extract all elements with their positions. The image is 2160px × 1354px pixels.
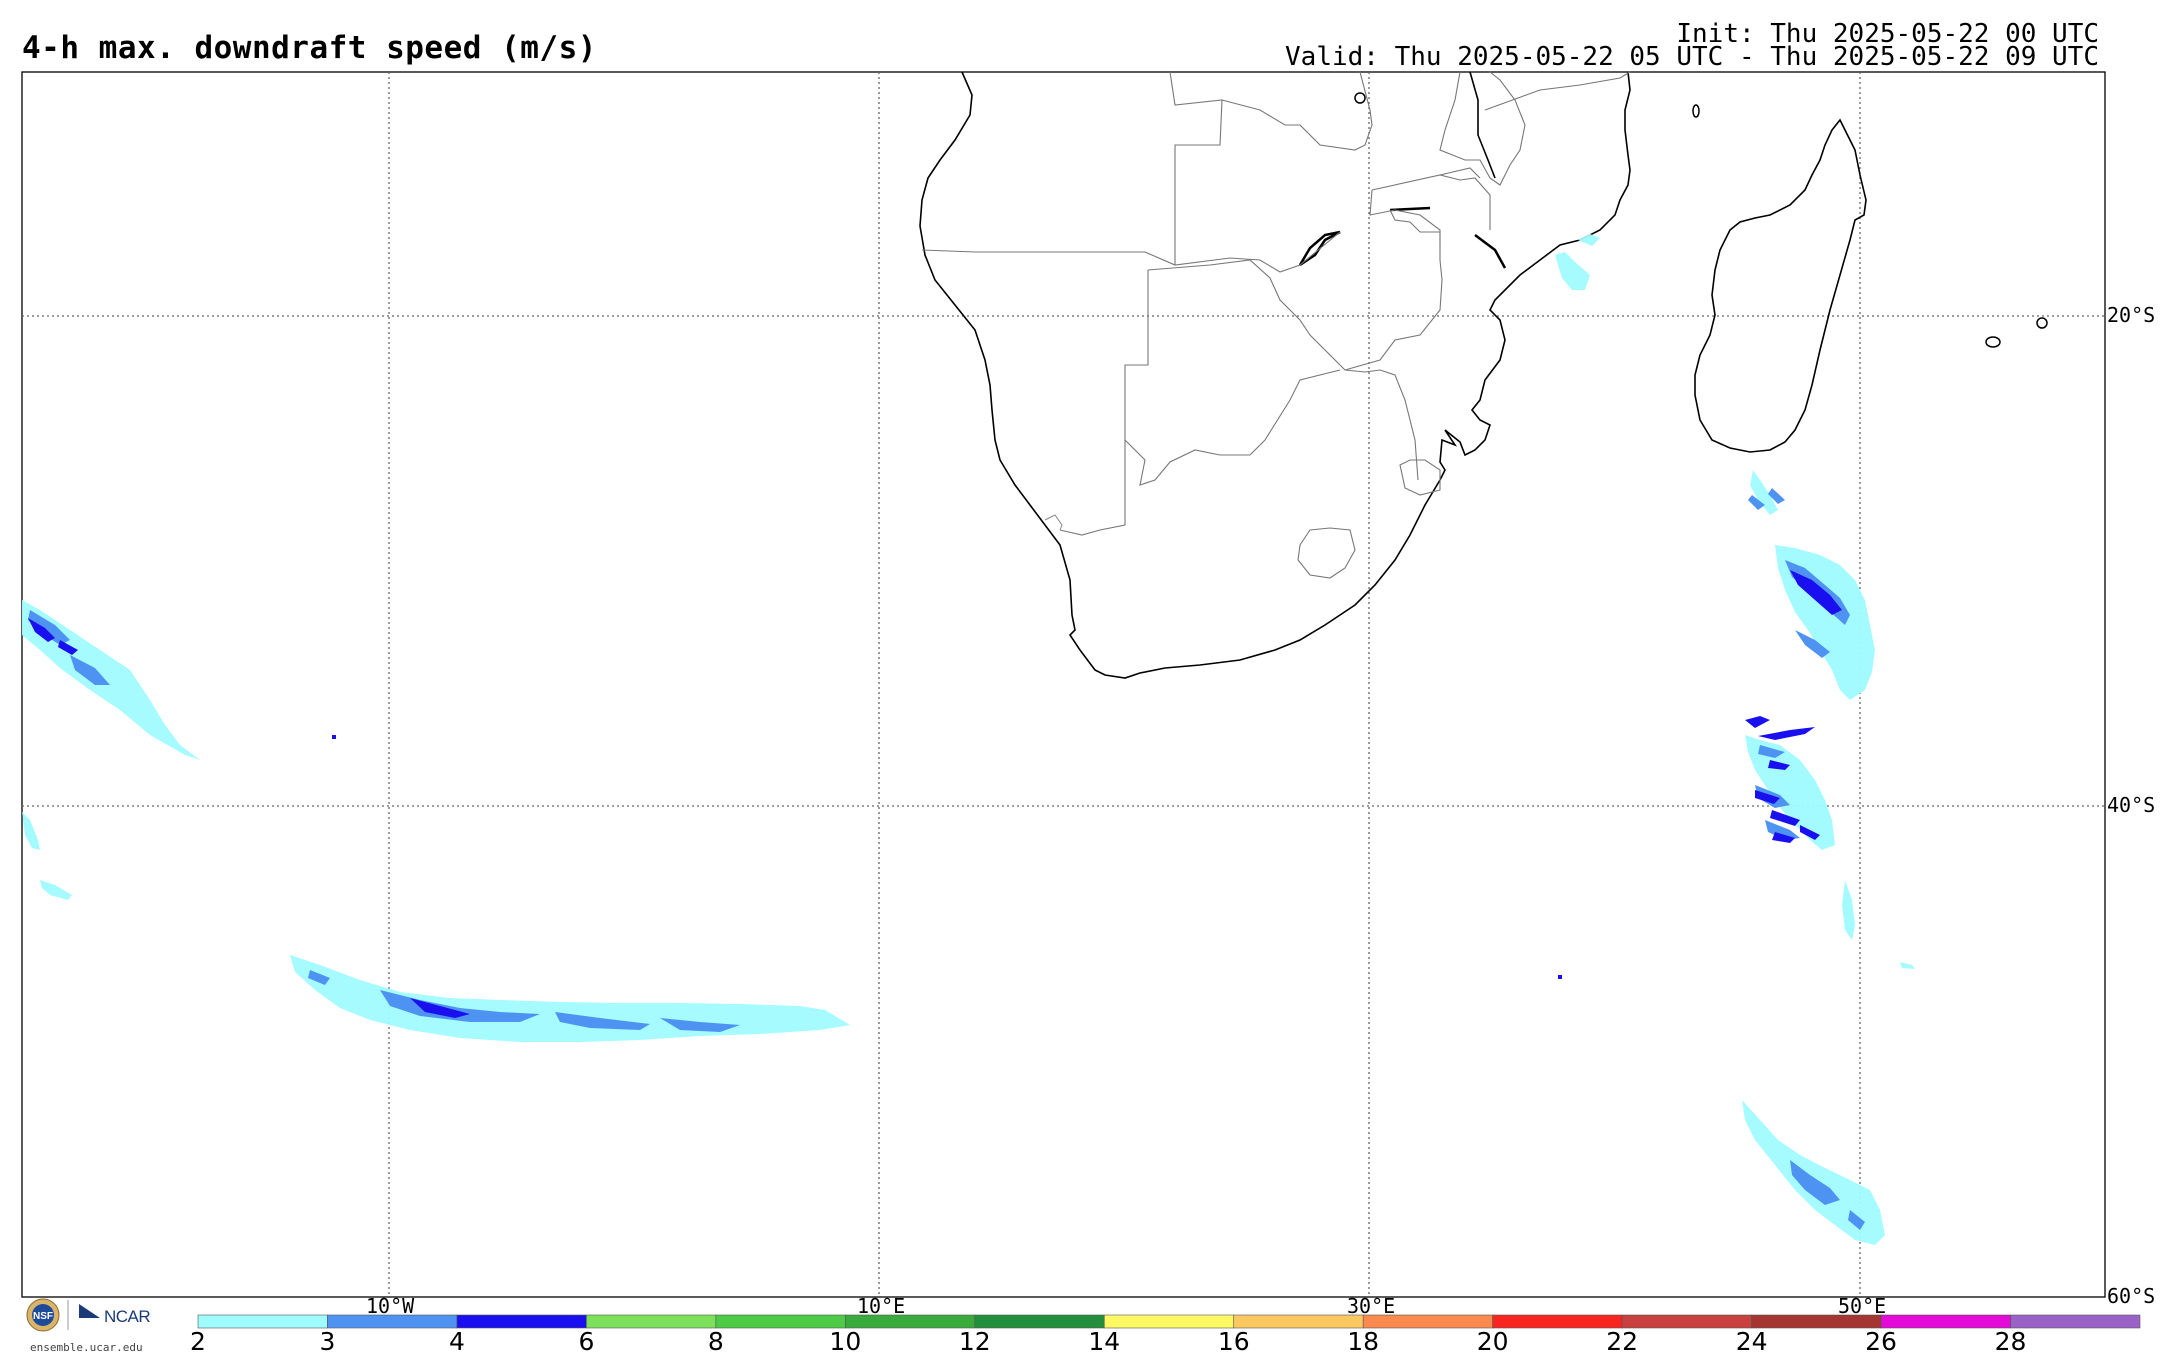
island-comoros [1692,104,1700,118]
colorbar-tick-label: 2 [190,1327,206,1354]
colorbar-segment [327,1314,458,1329]
island-reunion [2036,317,2048,329]
colorbar-segment [1751,1314,1882,1329]
colorbar-segment [845,1314,976,1329]
island-lake [1354,92,1366,104]
colorbar-segment [2010,1314,2141,1329]
madagascar-coastline [1694,118,1867,453]
colorbar [197,1314,2141,1329]
downdraft-swath-medium [28,488,1865,1230]
colorbar-segment [197,1314,328,1329]
map-frame [21,71,2106,1298]
colorbar-segment [1103,1314,1235,1329]
colorbar-tick-label: 4 [449,1327,465,1354]
colorbar-tick-label: 26 [1865,1327,1897,1354]
colorbar-ticks: 2 3 4 6 8 10 12 14 16 18 20 22 24 26 28 [190,1327,2026,1354]
valid-time: Valid: Thu 2025-05-22 05 UTC - Thu 2025-… [1285,42,2099,72]
lat-label-60s: 60°S [2107,1284,2155,1308]
colorbar-tick-label: 16 [1218,1327,1250,1354]
colorbar-tick-label: 28 [1995,1327,2027,1354]
svg-text:NSF: NSF [33,1311,53,1322]
africa-coastline [919,71,1631,679]
colorbar-tick-label: 8 [708,1327,724,1354]
logo-url: ensemble.ucar.edu [30,1341,143,1354]
colorbar-tick-label: 14 [1088,1327,1120,1354]
colorbar-segment [1362,1314,1493,1329]
island-mauritius [1985,336,2001,348]
lon-label-10e: 10°E [857,1294,905,1318]
lon-label-50e: 50°E [1838,1294,1886,1318]
colorbar-tick-label: 18 [1347,1327,1379,1354]
colorbar-tick-label: 22 [1606,1327,1638,1354]
colorbar-segment [1621,1314,1752,1329]
colorbar-tick-label: 3 [320,1327,336,1354]
gridlines [22,72,2105,1297]
downdraft-swath-light [22,234,1915,1245]
colorbar-tick-label: 6 [578,1327,594,1354]
colorbar-tick-label: 20 [1477,1327,1509,1354]
colorbar-segment [1492,1314,1623,1329]
lat-label-40s: 40°S [2107,793,2155,817]
lon-label-30e: 30°E [1347,1294,1395,1318]
ncar-wordmark: NCAR [104,1307,151,1326]
lat-label-20s: 20°S [2107,303,2155,327]
nsf-ncar-logo: NSF [26,1298,100,1332]
colorbar-segment [974,1314,1105,1329]
colorbar-tick-label: 24 [1736,1327,1768,1354]
lake-malawi [1469,71,1496,179]
orange-river [1044,514,1063,531]
country-borders [921,71,1631,579]
colorbar-segment [1880,1314,2011,1329]
colorbar-tick-label: 12 [959,1327,991,1354]
lake-cahora [1389,206,1507,269]
map-title: 4-h max. downdraft speed (m/s) [22,30,597,66]
colorbar-segment [456,1314,587,1329]
init-time: Init: Thu 2025-05-22 00 UTC [1676,19,2099,49]
colorbar-segment [715,1314,846,1329]
downdraft-swath-strong [28,570,1842,1018]
colorbar-tick-label: 10 [829,1327,861,1354]
lon-label-10w: 10°W [366,1294,415,1318]
colorbar-segment [586,1314,717,1329]
colorbar-segment [1233,1314,1364,1329]
